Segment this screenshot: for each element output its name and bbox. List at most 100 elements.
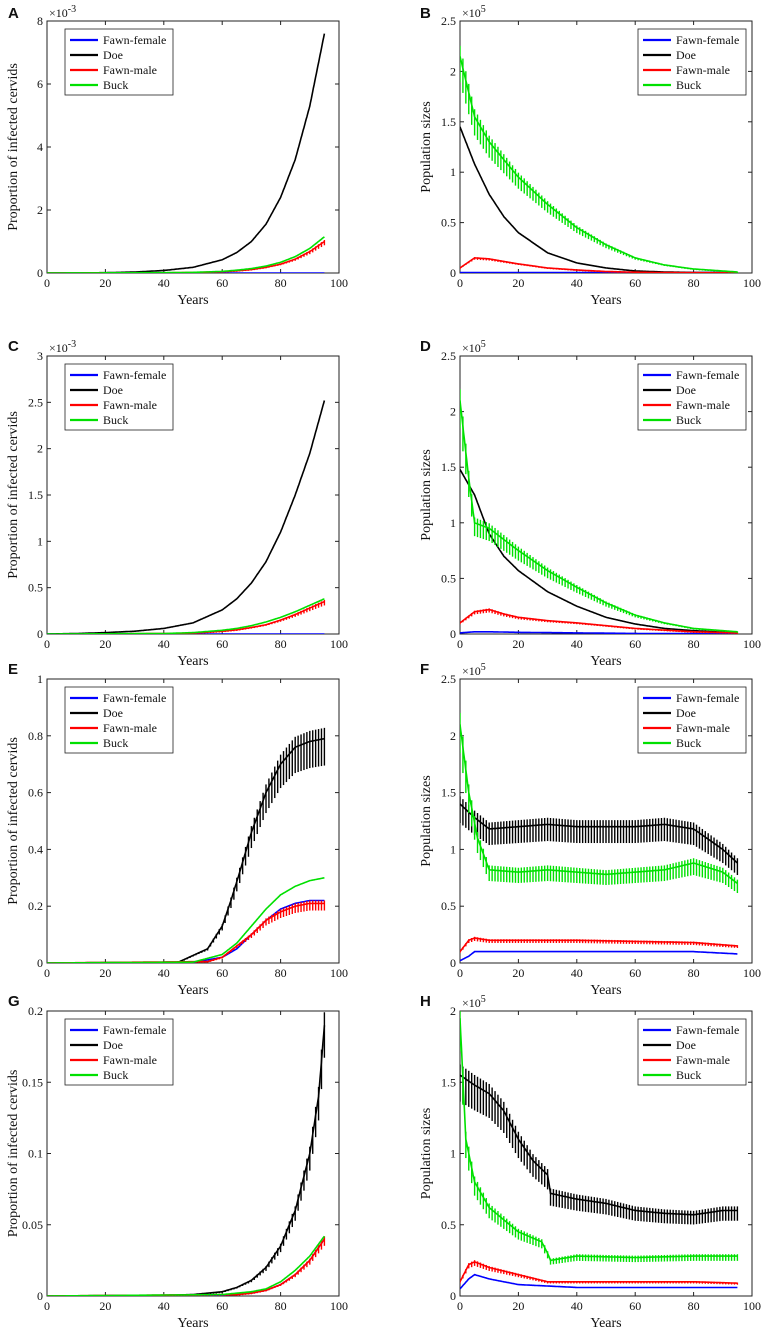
legend-label-fawn-female: Fawn-female	[676, 368, 739, 382]
panel-letter: A	[8, 5, 19, 22]
x-tick-label: 40	[571, 966, 583, 980]
series-line-fawn-male	[460, 257, 738, 273]
series-line-fawn-female	[460, 631, 738, 634]
legend-label-fawn-male: Fawn-male	[103, 1053, 157, 1067]
x-tick-label: 0	[457, 637, 463, 651]
panel-e: E 0 20 40 60 80 100 0 0.2 0.4 0.6 0.8 1 Years Proporti…	[6, 661, 348, 998]
y-tick-label: 1	[450, 842, 456, 856]
legend-label-fawn-male: Fawn-male	[103, 398, 157, 412]
legend-label-buck: Buck	[676, 1068, 701, 1082]
series-line-doe	[47, 400, 326, 634]
y-axis-title: Proportion of infected cervids	[6, 1070, 21, 1238]
series-line-doe	[460, 1074, 738, 1216]
y-tick-label: 0.4	[28, 842, 43, 856]
series-line-buck	[47, 236, 325, 273]
y-axis-title: Proportion of infected cervids	[6, 63, 21, 231]
series-line-doe	[47, 737, 325, 963]
x-tick-label: 100	[330, 637, 348, 651]
x-tick-label: 100	[330, 966, 348, 980]
y-tick-label: 2	[450, 64, 456, 78]
x-tick-label: 20	[512, 276, 524, 290]
series-line-fawn-male	[47, 902, 325, 963]
x-tick-label: 20	[99, 276, 111, 290]
legend-label-buck: Buck	[103, 736, 128, 750]
x-tick-label: 0	[44, 1299, 50, 1313]
y-tick-label: 0.5	[28, 581, 43, 595]
x-tick-label: 60	[216, 1299, 228, 1313]
y-tick-label: 0.5	[441, 216, 456, 230]
x-tick-label: 80	[275, 637, 287, 651]
x-tick-label: 60	[629, 276, 641, 290]
x-axis-title: Years	[177, 654, 208, 669]
y-tick-label: 0	[37, 1289, 43, 1303]
y-axis-title: Population sizes	[419, 101, 434, 192]
legend-label-fawn-female: Fawn-female	[103, 691, 166, 705]
x-tick-label: 20	[512, 637, 524, 651]
panel-f: F 0 20 40 60 80 100 0 0.5 1 1.5 2 2.5 ×105 Years Popula…	[419, 661, 761, 998]
legend-label-doe: Doe	[676, 1038, 696, 1052]
x-tick-label: 100	[330, 276, 348, 290]
series-group	[47, 400, 326, 634]
y-tick-label: 2	[450, 1004, 456, 1018]
x-tick-label: 80	[275, 276, 287, 290]
x-tick-label: 20	[99, 637, 111, 651]
y-tick-label: 0.05	[22, 1218, 43, 1232]
panel-letter: F	[420, 661, 429, 678]
panel-d: D 0 20 40 60 80 100 0 0.5 1 1.5 2 2.5 ×105 Years Popula…	[419, 338, 761, 669]
x-tick-label: 40	[158, 276, 170, 290]
y-tick-label: 1.5	[441, 786, 456, 800]
y-axis-title: Proportion of infected cervids	[6, 737, 21, 905]
legend-label-fawn-male: Fawn-male	[676, 63, 730, 77]
x-tick-label: 80	[275, 966, 287, 980]
x-tick-label: 20	[512, 1299, 524, 1313]
series-line-buck	[460, 400, 738, 633]
y-tick-label: 0.5	[441, 1218, 456, 1232]
series-line-fawn-female	[460, 1273, 738, 1290]
x-tick-label: 20	[512, 966, 524, 980]
series-group	[460, 45, 739, 273]
y-tick-label: 6	[37, 77, 43, 91]
legend-label-doe: Doe	[103, 706, 123, 720]
x-axis-title: Years	[590, 983, 621, 998]
x-tick-label: 0	[457, 1299, 463, 1313]
series-line-fawn-male	[47, 1238, 326, 1296]
y-tick-label: 1	[37, 534, 43, 548]
axis-exponent: ×105	[462, 339, 486, 355]
x-tick-label: 80	[688, 1299, 700, 1313]
panel-letter: D	[420, 338, 431, 355]
panel-letter: G	[8, 993, 20, 1010]
panel-g: G 0 20 40 60 80 100 0 0.05 0.1 0.15 0.2 Years Proport…	[6, 993, 348, 1331]
y-tick-label: 0	[450, 266, 456, 280]
legend-label-buck: Buck	[676, 78, 701, 92]
y-tick-label: 0.6	[28, 786, 43, 800]
x-tick-label: 80	[688, 637, 700, 651]
y-tick-label: 0	[450, 1289, 456, 1303]
x-tick-label: 100	[330, 1299, 348, 1313]
legend-label-doe: Doe	[103, 48, 123, 62]
panel-c: C 0 20 40 60 80 100 0 0.5 1 1.5 2 2.5 3 ×10-3 Years Prop…	[6, 338, 348, 669]
legend-label-fawn-male: Fawn-male	[676, 721, 730, 735]
series-line-fawn-female	[460, 950, 738, 962]
y-tick-label: 1.5	[28, 488, 43, 502]
y-tick-label: 0.5	[441, 571, 456, 585]
x-axis-title: Years	[590, 654, 621, 669]
y-tick-label: 2.5	[441, 349, 456, 363]
x-tick-label: 60	[216, 966, 228, 980]
y-tick-label: 1.5	[441, 1075, 456, 1089]
y-tick-label: 2.5	[441, 672, 456, 686]
y-tick-label: 1.5	[441, 115, 456, 129]
axis-exponent: ×105	[462, 4, 486, 20]
y-tick-label: 8	[37, 14, 43, 28]
y-tick-label: 0	[450, 627, 456, 641]
y-tick-label: 2	[37, 442, 43, 456]
panel-letter: C	[8, 338, 19, 355]
x-tick-label: 40	[158, 966, 170, 980]
y-tick-label: 0.15	[22, 1075, 43, 1089]
y-tick-label: 1	[450, 1147, 456, 1161]
series-line-buck	[47, 598, 325, 634]
